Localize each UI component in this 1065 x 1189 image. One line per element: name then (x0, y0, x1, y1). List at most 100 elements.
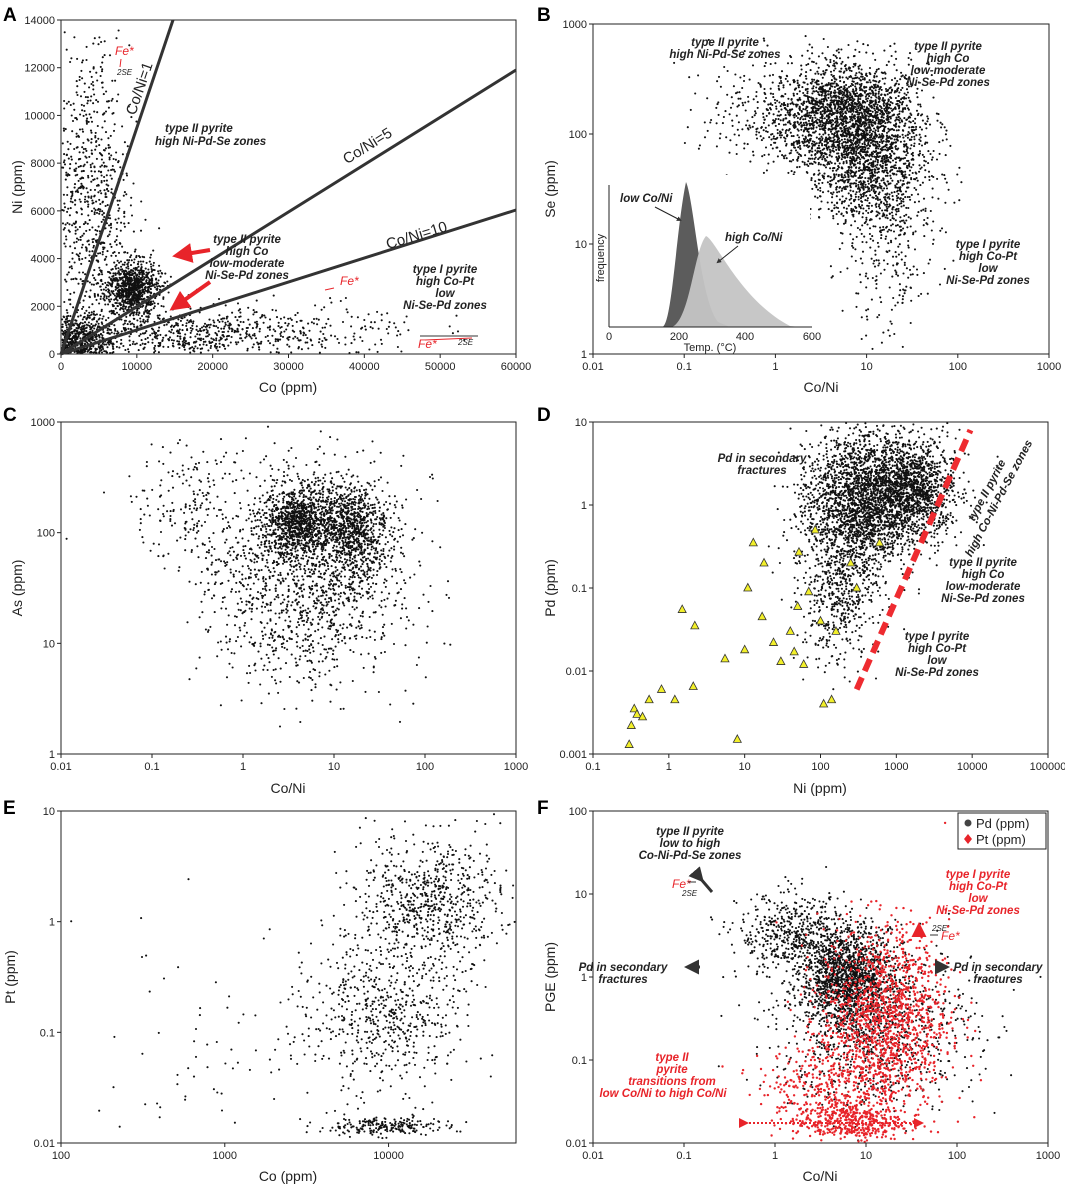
data-point (138, 285, 141, 288)
data-point (887, 242, 890, 245)
data-point (123, 282, 126, 285)
data-point (103, 294, 106, 297)
data-point (121, 281, 124, 284)
data-point (89, 188, 92, 192)
data-point (898, 121, 901, 124)
data-point (811, 80, 814, 83)
data-point (80, 103, 83, 106)
data-point (894, 186, 897, 189)
data-point (88, 250, 91, 253)
data-point (918, 170, 921, 173)
data-point (803, 161, 806, 164)
data-point (230, 335, 233, 339)
annotation-a-1: type II pyrite high Ni-Pd-Se zones (155, 123, 266, 148)
data-point (896, 134, 899, 137)
data-point (930, 174, 933, 178)
data-point (260, 340, 263, 343)
data-point (794, 87, 797, 90)
data-point (101, 273, 104, 276)
data-point (85, 58, 88, 62)
data-point (814, 152, 817, 156)
data-point (863, 78, 866, 81)
data-point (114, 285, 117, 288)
data-point (99, 208, 102, 211)
data-point (73, 330, 76, 333)
data-point (113, 261, 116, 264)
data-point (898, 125, 901, 128)
data-point (94, 349, 97, 352)
data-point (237, 341, 240, 344)
data-point (102, 315, 105, 318)
data-point (93, 110, 96, 113)
data-point (882, 97, 885, 100)
data-point (104, 147, 107, 150)
data-point (117, 291, 120, 294)
data-point (78, 258, 81, 261)
data-point (63, 99, 66, 103)
data-point (286, 343, 289, 346)
data-point (79, 113, 82, 116)
data-point (937, 113, 940, 116)
data-point (813, 131, 816, 134)
data-point (101, 213, 104, 216)
data-point (121, 153, 124, 156)
data-point (894, 125, 897, 128)
data-point (918, 152, 922, 155)
data-point (840, 176, 843, 179)
data-point (258, 348, 261, 351)
data-point (843, 86, 846, 90)
data-point (796, 134, 799, 137)
data-point (106, 270, 110, 273)
data-point (260, 315, 263, 318)
data-point (859, 95, 862, 98)
data-point (834, 91, 837, 94)
data-point (127, 306, 130, 309)
data-point (908, 195, 911, 199)
data-point (901, 184, 904, 187)
data-point (274, 330, 277, 333)
data-point (104, 110, 108, 113)
data-point (827, 96, 830, 99)
data-point (891, 159, 895, 162)
data-point (250, 337, 253, 340)
data-point (864, 183, 867, 186)
data-point (887, 127, 890, 130)
data-point (817, 55, 820, 58)
data-point (855, 72, 858, 75)
data-point (877, 205, 880, 208)
data-point (74, 334, 78, 338)
data-point (835, 102, 838, 105)
data-point (90, 283, 93, 286)
data-point (108, 332, 111, 335)
data-point (867, 182, 870, 185)
data-point (172, 332, 175, 335)
data-point (257, 342, 260, 345)
data-point (847, 67, 850, 70)
data-point (101, 86, 104, 89)
data-point (895, 82, 898, 85)
data-point (837, 51, 840, 54)
data-point (776, 155, 779, 158)
data-point (88, 155, 91, 158)
data-point (108, 300, 112, 303)
data-point (87, 203, 90, 206)
data-point (878, 207, 881, 210)
data-point (62, 193, 65, 196)
data-point (126, 259, 129, 262)
data-point (75, 135, 78, 138)
data-point (128, 314, 132, 317)
data-point (796, 82, 799, 85)
data-point (830, 101, 833, 104)
data-point (122, 310, 125, 313)
data-point (304, 333, 307, 337)
data-point (901, 110, 904, 113)
data-point (396, 345, 399, 349)
data-point (81, 176, 84, 179)
data-point (95, 259, 98, 262)
data-point (81, 234, 84, 237)
data-point (336, 337, 339, 341)
data-point (103, 179, 106, 182)
data-point (63, 320, 66, 323)
data-point (881, 137, 884, 140)
data-point (78, 271, 81, 274)
